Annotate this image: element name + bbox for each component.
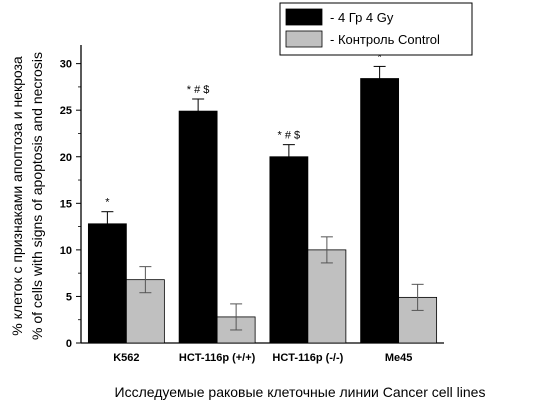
significance-label: *	[105, 197, 110, 209]
x-axis-title: Исследуемые раковые клеточные линии Canc…	[115, 384, 486, 400]
significance-label: * # $	[278, 130, 301, 142]
bar-irradiated	[87, 223, 127, 344]
y-tick-label: 5	[66, 291, 72, 303]
y-tick-label: 25	[60, 105, 72, 117]
x-tick-label: K562	[113, 352, 139, 364]
legend-swatch-control	[285, 30, 323, 48]
y-tick-label: 0	[66, 338, 72, 350]
bar-control	[307, 249, 347, 344]
y-tick-label: 15	[60, 198, 72, 210]
y-tick-label: 30	[60, 59, 72, 71]
legend-swatch-irradiated	[285, 8, 323, 26]
x-tick-label: HCT-116p (-/-)	[272, 352, 343, 364]
y-axis-title-english: % of cells with signs of apoptosis and n…	[29, 52, 45, 340]
bar-irradiated	[269, 156, 309, 344]
legend-label-irradiated: - 4 Гр 4 Gy	[330, 10, 394, 25]
y-axis-title-russian: % клеток с признаками апоптоза и некроза	[9, 56, 25, 336]
legend: - 4 Гр 4 Gy - Контроль Control	[279, 2, 473, 56]
y-tick-label: 10	[60, 245, 72, 257]
y-tick-label: 20	[60, 152, 72, 164]
plot-area: 0 5 10 15 20 25 30 * K562 * # $ HCT-116p (+/+) * # …	[60, 45, 444, 364]
significance-label: *	[377, 51, 382, 63]
legend-label-control: - Контроль Control	[330, 32, 440, 47]
x-tick-label: Me45	[385, 352, 413, 364]
y-axis-title: % клеток с признаками апоптоза и некроза…	[9, 52, 45, 340]
significance-label: * # $	[187, 84, 210, 96]
bar-irradiated	[360, 78, 400, 344]
x-tick-label: HCT-116p (+/+)	[179, 352, 256, 364]
bar-irradiated	[178, 110, 218, 344]
